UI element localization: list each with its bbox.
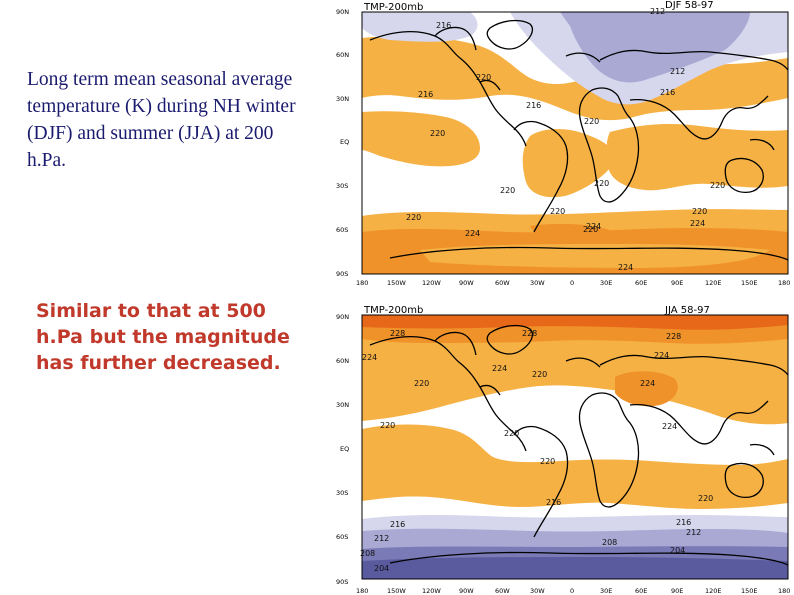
- svg-text:60S: 60S: [336, 226, 348, 234]
- svg-text:150E: 150E: [741, 587, 758, 595]
- svg-text:228: 228: [666, 332, 681, 341]
- svg-text:220: 220: [414, 379, 429, 388]
- map-jja-fill: [362, 315, 788, 579]
- svg-text:30S: 30S: [336, 489, 348, 497]
- svg-text:30S: 30S: [336, 182, 348, 190]
- svg-text:EQ: EQ: [340, 138, 349, 146]
- map-jja-contour-labels: 228 228 228 224 224 224 220 224 220 220 …: [360, 329, 713, 573]
- svg-text:180: 180: [356, 279, 368, 287]
- svg-text:224: 224: [618, 263, 633, 272]
- svg-text:120W: 120W: [422, 587, 441, 595]
- svg-text:220: 220: [406, 213, 421, 222]
- svg-text:EQ: EQ: [340, 445, 349, 453]
- map-djf: 216 212 220 216 216 212 216 220 220 220 …: [330, 0, 794, 288]
- svg-text:150E: 150E: [741, 279, 758, 287]
- svg-text:220: 220: [532, 370, 547, 379]
- svg-text:216: 216: [418, 90, 433, 99]
- svg-text:212: 212: [374, 534, 389, 543]
- svg-text:208: 208: [360, 549, 375, 558]
- map-jja-coastlines: [369, 324, 788, 566]
- svg-text:30E: 30E: [600, 587, 612, 595]
- figure-note: Similar to that at 500 h.Pa but the magn…: [36, 300, 290, 374]
- svg-text:224: 224: [654, 351, 669, 360]
- svg-text:90E: 90E: [671, 279, 683, 287]
- svg-text:30E: 30E: [600, 279, 612, 287]
- map-djf-title: TMP-200mb: [363, 2, 423, 13]
- map-jja-season: JJA 58-97: [664, 305, 710, 316]
- svg-text:60W: 60W: [495, 279, 510, 287]
- svg-text:216: 216: [390, 520, 405, 529]
- svg-text:204: 204: [670, 546, 685, 555]
- svg-text:224: 224: [492, 364, 507, 373]
- svg-text:216: 216: [676, 518, 691, 527]
- svg-text:212: 212: [670, 67, 685, 76]
- svg-text:220: 220: [476, 73, 491, 82]
- svg-text:90W: 90W: [459, 587, 474, 595]
- svg-text:90N: 90N: [336, 313, 349, 321]
- figure-description: Long term mean seasonal average temperat…: [27, 69, 296, 171]
- svg-text:0: 0: [570, 279, 574, 287]
- svg-text:90E: 90E: [671, 587, 683, 595]
- svg-text:90W: 90W: [459, 279, 474, 287]
- map-jja-title: TMP-200mb: [363, 305, 423, 316]
- svg-text:224: 224: [640, 379, 655, 388]
- map-djf-fill: [362, 12, 788, 274]
- svg-text:220: 220: [692, 207, 707, 216]
- svg-text:224: 224: [586, 222, 601, 231]
- svg-text:228: 228: [522, 329, 537, 338]
- svg-text:220: 220: [594, 179, 609, 188]
- map-djf-lat-ticks: 90N 60N 30N EQ 30S 60S 90S: [336, 8, 349, 278]
- svg-text:30N: 30N: [336, 95, 349, 103]
- svg-text:216: 216: [436, 21, 451, 30]
- svg-text:90N: 90N: [336, 8, 349, 16]
- svg-text:150W: 150W: [387, 279, 406, 287]
- svg-text:60S: 60S: [336, 533, 348, 541]
- svg-text:120E: 120E: [705, 279, 722, 287]
- svg-text:60E: 60E: [635, 587, 647, 595]
- svg-text:216: 216: [546, 498, 561, 507]
- svg-text:212: 212: [686, 528, 701, 537]
- svg-text:220: 220: [584, 117, 599, 126]
- svg-text:30W: 30W: [530, 587, 545, 595]
- svg-text:60N: 60N: [336, 357, 349, 365]
- svg-text:220: 220: [710, 181, 725, 190]
- svg-text:224: 224: [362, 353, 377, 362]
- svg-text:0: 0: [570, 587, 574, 595]
- svg-text:60W: 60W: [495, 587, 510, 595]
- map-jja: 228 228 228 224 224 224 220 224 220 220 …: [330, 303, 794, 595]
- svg-text:120E: 120E: [705, 587, 722, 595]
- svg-text:224: 224: [662, 422, 677, 431]
- svg-text:216: 216: [660, 88, 675, 97]
- svg-text:90S: 90S: [336, 578, 348, 586]
- svg-text:220: 220: [540, 457, 555, 466]
- svg-text:220: 220: [430, 129, 445, 138]
- svg-text:180: 180: [778, 587, 790, 595]
- map-djf-coastlines: [369, 19, 788, 261]
- svg-text:120W: 120W: [422, 279, 441, 287]
- svg-text:180: 180: [778, 279, 790, 287]
- svg-text:224: 224: [465, 229, 480, 238]
- svg-text:60N: 60N: [336, 51, 349, 59]
- svg-text:220: 220: [698, 494, 713, 503]
- svg-text:220: 220: [500, 186, 515, 195]
- map-jja-lat-ticks: 90N 60N 30N EQ 30S 60S 90S: [336, 313, 349, 586]
- svg-text:224: 224: [690, 219, 705, 228]
- svg-text:208: 208: [602, 538, 617, 547]
- svg-text:150W: 150W: [387, 587, 406, 595]
- svg-text:30W: 30W: [530, 279, 545, 287]
- svg-text:180: 180: [356, 587, 368, 595]
- svg-text:30N: 30N: [336, 401, 349, 409]
- map-djf-season: DJF 58-97: [665, 0, 714, 11]
- svg-text:228: 228: [390, 329, 405, 338]
- svg-text:220: 220: [550, 207, 565, 216]
- svg-text:90S: 90S: [336, 270, 348, 278]
- svg-text:60E: 60E: [635, 279, 647, 287]
- svg-text:220: 220: [504, 429, 519, 438]
- map-djf-lon-ticks: 180 150W 120W 90W 60W 30W 0 30E 60E 90E …: [356, 279, 790, 287]
- svg-text:220: 220: [380, 421, 395, 430]
- svg-text:204: 204: [374, 564, 389, 573]
- svg-text:216: 216: [526, 101, 541, 110]
- svg-text:220: 220: [583, 225, 598, 234]
- map-jja-lon-ticks: 180 150W 120W 90W 60W 30W 0 30E 60E 90E …: [356, 587, 790, 595]
